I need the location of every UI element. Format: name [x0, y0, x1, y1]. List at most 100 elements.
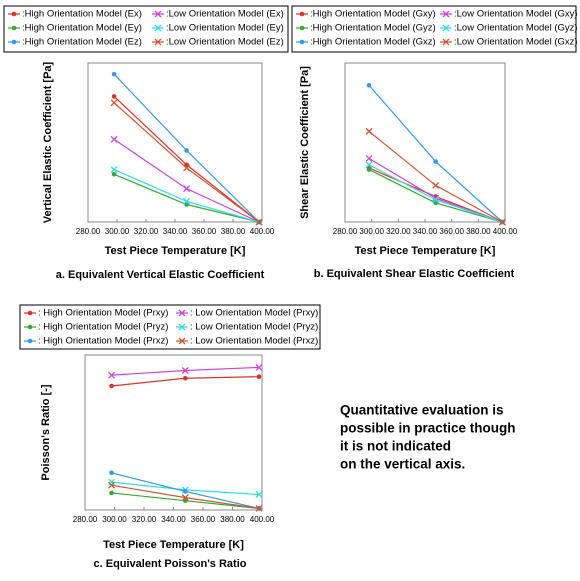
x-tick-label: 360.00 [191, 515, 216, 524]
data-point [111, 94, 117, 99]
x-axis-label: Test Piece Temperature [K] [355, 245, 496, 257]
data-point [111, 172, 117, 177]
legend-label: : High Orientation Model (Prxy) [38, 308, 168, 319]
legend-marker [299, 39, 305, 45]
x-tick-label: 360.00 [439, 227, 464, 236]
data-point [183, 375, 188, 381]
data-point [184, 148, 189, 153]
plot-area [344, 62, 506, 223]
note-line: it is not indicated [340, 439, 451, 454]
legend-box [291, 5, 577, 53]
data-point [110, 99, 118, 107]
data-point [183, 197, 191, 205]
legend-marker [442, 10, 450, 18]
x-tick-label: 340.00 [163, 227, 188, 236]
legend-label: :High Orientation Model (Ey) [22, 23, 142, 34]
legend-marker [178, 309, 186, 317]
legend-marker [442, 24, 450, 32]
legend-label: :High Orientation Model (Ez) [22, 37, 142, 48]
legend-marker [11, 39, 17, 45]
data-point [181, 367, 189, 374]
legend-label: :High Orientation Model (Gxy) [310, 9, 436, 20]
legend-label: :High Orientation Model (Ex) [22, 9, 142, 20]
x-tick-label: 380.00 [220, 515, 245, 524]
legend-marker [178, 323, 186, 331]
data-point [110, 166, 118, 173]
data-point [366, 167, 372, 172]
legend-marker [154, 38, 162, 46]
legend-label: : Low Orientation Model (Prxz) [190, 336, 318, 347]
y-axis-label: Shear Elastic Coefficient [Pa] [299, 66, 311, 219]
x-tick-label: 300.00 [359, 227, 384, 236]
data-point [183, 164, 191, 172]
data-point [109, 490, 114, 496]
legend-label: :High Orientation Model (Gxz) [310, 37, 436, 48]
legend-marker [11, 25, 17, 31]
legend-marker [154, 10, 162, 18]
x-axis-label: Test Piece Temperature [K] [103, 539, 244, 551]
data-point [109, 470, 114, 476]
legend-marker [154, 24, 162, 32]
y-axis-label: Vertical Elastic Coefficient [Pa] [42, 61, 54, 223]
legend-label: : Low Orientation Model (Pryz) [190, 322, 318, 333]
x-tick-label: 280.00 [333, 227, 358, 236]
data-point [433, 159, 438, 164]
caption: a. Equivalent Vertical Elastic Coefficie… [56, 269, 265, 281]
data-point [255, 363, 263, 371]
x-tick-label: 340.00 [413, 227, 438, 236]
legend-label: :Low Orientation Model (Ey) [166, 23, 284, 34]
data-point [111, 71, 117, 77]
data-point [108, 371, 116, 379]
data-point [256, 374, 262, 380]
note-line: possible in practice though [340, 421, 516, 436]
x-tick-label: 320.00 [134, 227, 159, 236]
x-tick-label: 380.00 [221, 227, 246, 236]
note-line: Quantitative evaluation is [340, 403, 504, 418]
x-tick-label: 400.00 [493, 227, 518, 236]
data-point [498, 218, 506, 226]
x-tick-label: 400.00 [250, 515, 275, 524]
data-point [255, 218, 263, 226]
legend-marker [442, 38, 450, 46]
legend-label: :Low Orientation Model (Ex) [166, 9, 284, 20]
data-point [365, 161, 373, 169]
x-tick-label: 360.00 [192, 227, 217, 236]
plot-area [84, 354, 263, 511]
x-tick-label: 400.00 [250, 227, 275, 236]
x-tick-label: 280.00 [73, 515, 98, 524]
legend-label: :Low Orientation Model (Gyz) [454, 23, 578, 34]
legend-marker [27, 338, 33, 344]
caption: b. Equivalent Shear Elastic Coefficient [314, 268, 515, 280]
data-point [108, 481, 116, 489]
legend-label: :High Orientation Model (Gyz) [310, 23, 436, 34]
data-point [432, 196, 440, 204]
x-tick-label: 300.00 [105, 227, 130, 236]
legend-label: :Low Orientation Model (Gxy) [454, 9, 578, 20]
legend-label: :Low Orientation Model (Ez) [166, 37, 284, 48]
data-point [183, 185, 191, 193]
legend-marker [299, 25, 305, 31]
data-point [255, 504, 263, 512]
x-tick-label: 340.00 [161, 515, 186, 524]
data-point [365, 127, 373, 135]
x-tick-label: 320.00 [132, 515, 157, 524]
caption: c. Equivalent Poisson's Ratio [94, 558, 247, 570]
legend-marker [299, 11, 305, 17]
x-axis-label: Test Piece Temperature [K] [105, 245, 246, 257]
legend-label: : High Orientation Model (Pryz) [38, 322, 168, 333]
x-tick-label: 320.00 [386, 227, 411, 236]
legend-marker [11, 11, 17, 17]
data-point [366, 82, 372, 88]
data-point [432, 181, 440, 189]
legend-label: : High Orientation Model (Prxz) [38, 336, 168, 347]
data-point [109, 383, 114, 389]
legend-box [3, 5, 289, 53]
data-point [181, 494, 189, 502]
x-tick-label: 280.00 [76, 227, 101, 236]
legend-marker [178, 337, 186, 345]
legend-label: : Low Orientation Model (Prxy) [190, 308, 318, 319]
y-axis-label: Poisson's Ratio [-] [40, 384, 52, 480]
data-point [255, 491, 263, 498]
plot-area [87, 62, 263, 223]
